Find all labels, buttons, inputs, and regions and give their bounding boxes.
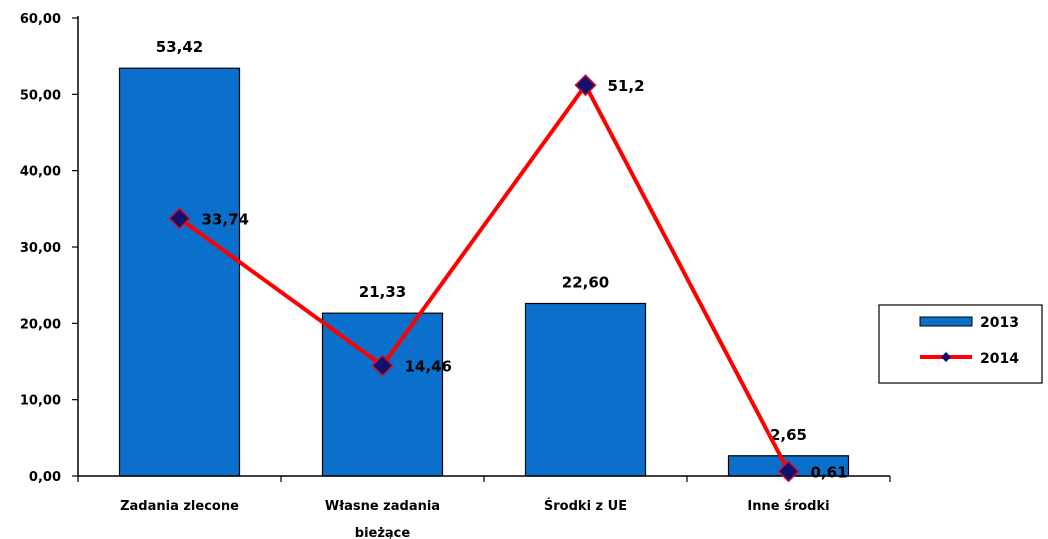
y-tick-label: 60,00 <box>20 12 61 27</box>
marker-2014 <box>371 354 394 377</box>
bar-value-label: 21,33 <box>359 283 406 301</box>
marker-2014 <box>168 207 191 230</box>
y-tick-label: 0,00 <box>29 470 61 485</box>
category-label: Środki z UE <box>544 498 627 514</box>
bar-2013 <box>118 67 241 477</box>
line-value-label: 0,61 <box>811 463 848 481</box>
legend-swatch-2014-marker <box>941 352 951 362</box>
marker-2014 <box>574 74 597 97</box>
bar-2013 <box>321 312 444 477</box>
line-value-label: 51,2 <box>608 77 645 95</box>
bar-2013 <box>524 302 647 477</box>
line-2014 <box>178 81 791 473</box>
category-label: bieżące <box>355 526 411 539</box>
line-value-label: 33,74 <box>202 210 249 228</box>
bar-value-label: 2,65 <box>770 426 807 444</box>
y-tick-label: 20,00 <box>20 317 61 332</box>
bar-value-label: 22,60 <box>562 273 609 291</box>
bar-value-label: 53,42 <box>156 38 203 56</box>
legend-label-2014: 2014 <box>980 351 1019 367</box>
legend-swatch-2013 <box>919 316 973 327</box>
marker-2014 <box>777 460 800 483</box>
y-tick-label: 10,00 <box>20 394 61 409</box>
y-tick-label: 40,00 <box>20 165 61 180</box>
category-label: Zadania zlecone <box>120 499 239 514</box>
y-tick-label: 30,00 <box>20 241 61 256</box>
legend-label-2013: 2013 <box>980 315 1019 331</box>
category-label: Inne środki <box>747 499 829 514</box>
y-tick-label: 50,00 <box>20 88 61 103</box>
category-label: Własne zadania <box>325 499 440 514</box>
line-value-label: 14,46 <box>405 358 452 376</box>
